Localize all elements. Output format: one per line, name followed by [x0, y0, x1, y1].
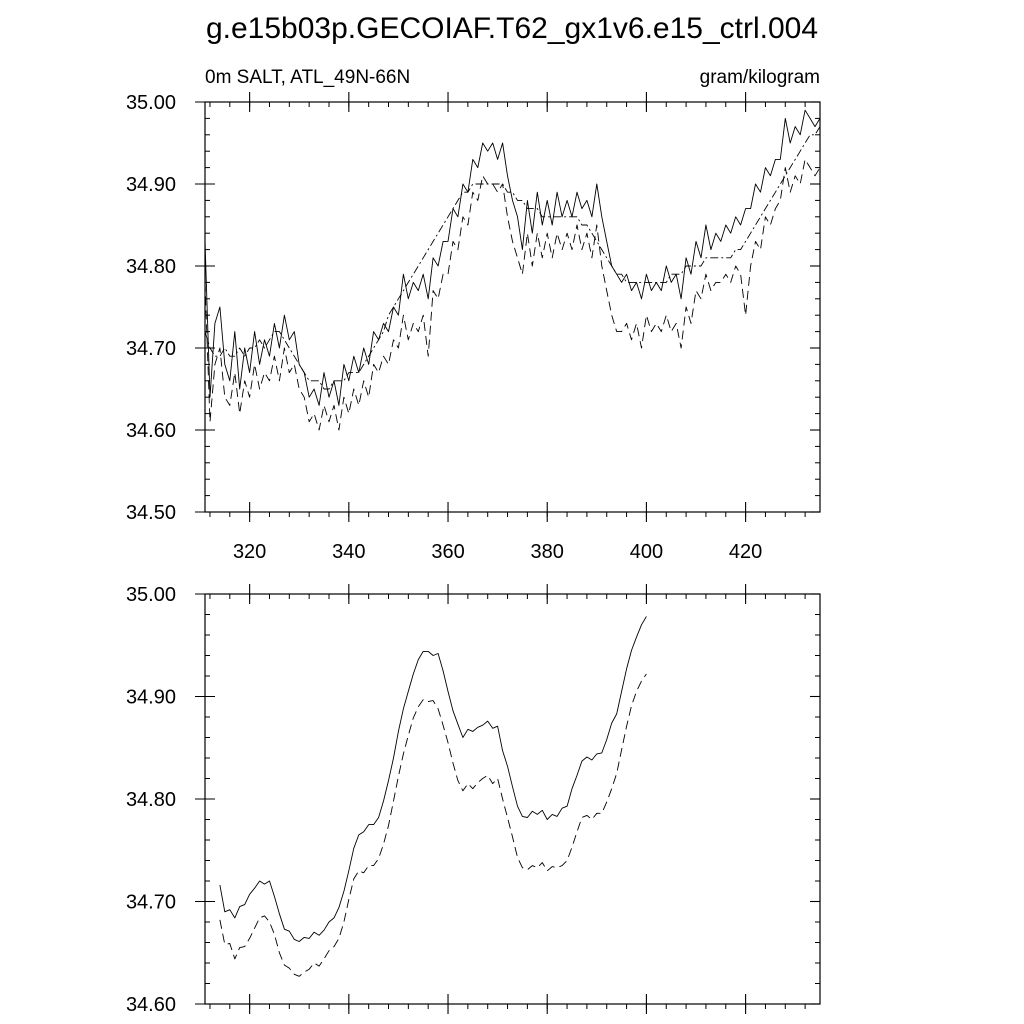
y-tick-labels: 34.50 34.60 34.70 34.80 34.90 35.00 [126, 92, 176, 524]
x-tick-label: 380 [531, 541, 564, 563]
y-tick-label: 34.80 [126, 789, 176, 811]
x-tick-label: 360 [431, 541, 464, 563]
series-lines [204, 109, 821, 431]
series-lines [219, 616, 647, 977]
y-tick-label: 35.00 [126, 584, 176, 606]
x-tick-label: 320 [233, 541, 266, 563]
axis-ticks [195, 584, 820, 1014]
x-tick-label: 340 [332, 541, 365, 563]
figure-title: g.e15b03p.GECOIAF.T62_gx1v6.e15_ctrl.004 [206, 12, 818, 45]
y-tick-label: 34.60 [126, 994, 176, 1016]
y-tick-label: 35.00 [126, 92, 176, 114]
series-line-solid [219, 616, 647, 942]
y-tick-label: 34.60 [126, 420, 176, 442]
series-line-solid [204, 109, 821, 406]
y-tick-labels: 34.60 34.70 34.80 34.90 35.00 [126, 584, 176, 1016]
y-tick-label: 34.80 [126, 256, 176, 278]
plot-frame [204, 101, 821, 513]
y-tick-label: 34.90 [126, 174, 176, 196]
series-line-dashed [219, 673, 647, 977]
axis-ticks [195, 92, 820, 522]
series-line-dashdot [204, 126, 821, 390]
bottom-panel: 34.60 34.70 34.80 34.90 35.00 [126, 584, 821, 1016]
x-tick-label: 400 [630, 541, 663, 563]
panel-units-label: gram/kilogram [700, 67, 820, 88]
panel-left-label: 0m SALT, ATL_49N-66N [205, 67, 410, 88]
y-tick-label: 34.50 [126, 502, 176, 524]
x-tick-label: 420 [729, 541, 762, 563]
series-line-dashed [204, 158, 821, 431]
y-tick-label: 34.70 [126, 892, 176, 914]
top-panel: 0m SALT, ATL_49N-66N gram/kilogram 34.50… [126, 67, 821, 563]
y-tick-label: 34.90 [126, 687, 176, 709]
plot-frame [204, 593, 821, 1005]
y-tick-label: 34.70 [126, 338, 176, 360]
x-tick-labels: 320 340 360 380 400 420 [233, 541, 762, 563]
